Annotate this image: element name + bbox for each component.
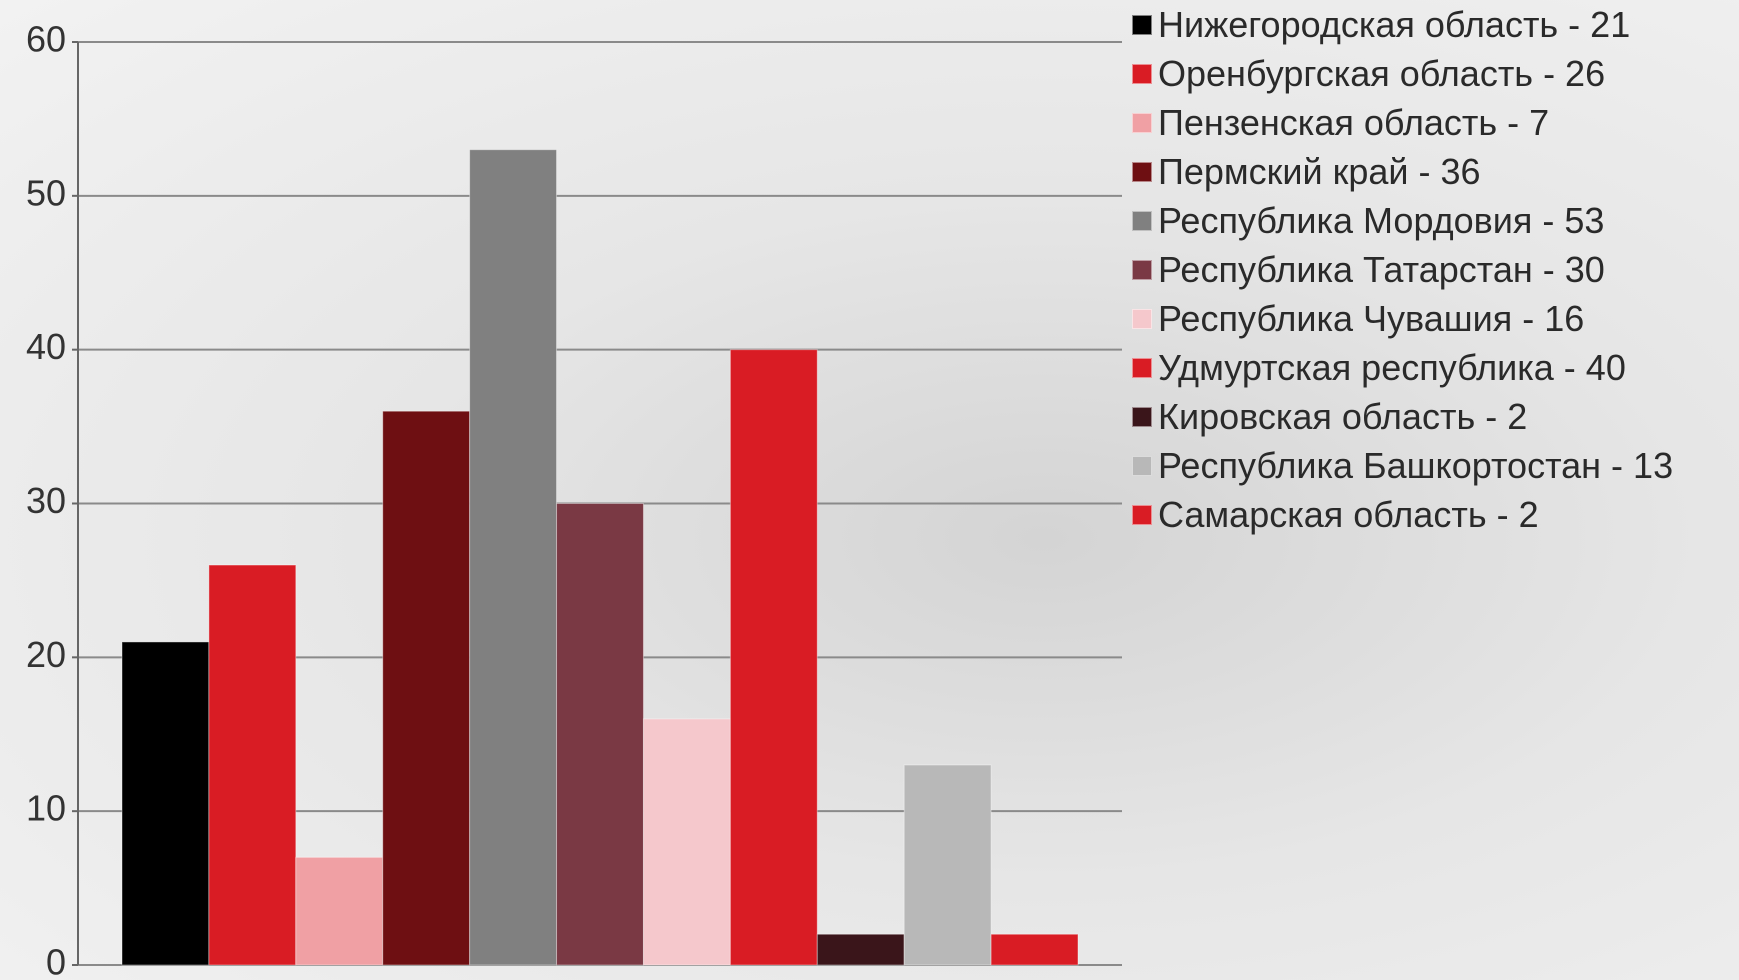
y-tick-label: 40 (26, 326, 66, 367)
legend-item: Удмуртская республика - 40 (1132, 345, 1732, 391)
bar (816, 933, 905, 966)
legend-label: Самарская область - 2 (1158, 494, 1539, 535)
legend-label: Пензенская область - 7 (1158, 102, 1550, 143)
y-tick-label: 60 (26, 19, 66, 60)
legend-item: Оренбургская область - 26 (1132, 51, 1732, 97)
legend-swatch (1132, 407, 1152, 427)
legend-item: Республика Мордовия - 53 (1132, 198, 1732, 244)
legend-swatch (1132, 162, 1152, 182)
legend-item: Нижегородская область - 21 (1132, 2, 1732, 48)
legend: Нижегородская область - 21 Оренбургская о… (1132, 2, 1732, 541)
bar (121, 641, 210, 966)
bar (556, 503, 644, 966)
legend-item: Самарская область - 2 (1132, 492, 1732, 538)
bar (990, 933, 1079, 966)
legend-item: Пензенская область - 7 (1132, 100, 1732, 146)
y-tick-label: 50 (26, 172, 66, 213)
legend-swatch (1132, 505, 1152, 525)
y-tick-label: 30 (26, 480, 66, 521)
bar (469, 149, 558, 966)
bar (729, 349, 818, 966)
legend-label: Республика Чувашия - 16 (1158, 298, 1585, 339)
legend-label: Республика Мордовия - 53 (1158, 200, 1605, 241)
legend-item: Пермский край - 36 (1132, 149, 1732, 195)
legend-swatch (1132, 358, 1152, 378)
legend-item: Республика Татарстан - 30 (1132, 247, 1732, 293)
legend-swatch (1132, 260, 1152, 280)
legend-label: Пермский край - 36 (1158, 151, 1481, 192)
bar (208, 564, 297, 966)
legend-swatch (1132, 113, 1152, 133)
y-tick-label: 0 (46, 942, 66, 980)
bar (382, 410, 471, 966)
legend-item: Республика Башкортостан - 13 (1132, 443, 1732, 489)
legend-item: Кировская область - 2 (1132, 394, 1732, 440)
legend-label: Республика Татарстан - 30 (1158, 249, 1605, 290)
legend-label: Оренбургская область - 26 (1158, 53, 1606, 94)
bar (295, 856, 384, 966)
legend-swatch (1132, 309, 1152, 329)
legend-swatch (1132, 64, 1152, 84)
legend-label: Кировская область - 2 (1158, 396, 1528, 437)
legend-label: Республика Башкортостан - 13 (1158, 445, 1674, 486)
legend-label: Удмуртская республика - 40 (1158, 347, 1626, 388)
y-tick-label: 10 (26, 788, 66, 829)
legend-swatch (1132, 211, 1152, 231)
legend-label: Нижегородская область - 21 (1158, 4, 1631, 45)
bar (903, 764, 992, 966)
y-tick-label: 20 (26, 634, 66, 675)
legend-swatch (1132, 456, 1152, 476)
legend-item: Республика Чувашия - 16 (1132, 296, 1732, 342)
bar (642, 718, 731, 966)
legend-swatch (1132, 15, 1152, 35)
